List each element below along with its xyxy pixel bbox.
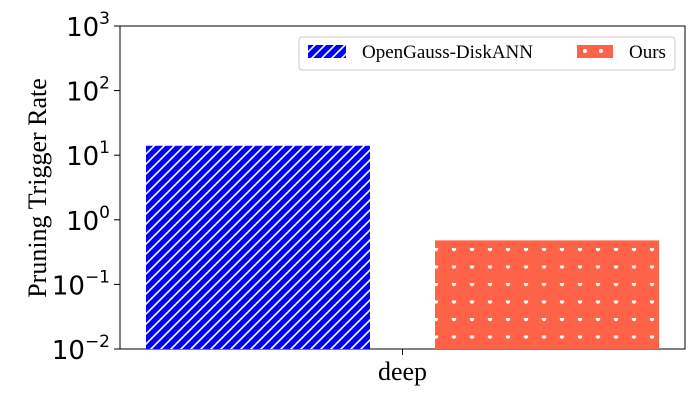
y-tick-exponent: −1	[85, 267, 110, 287]
bar-ours	[435, 240, 659, 349]
y-tick-base: 10	[52, 336, 85, 366]
x-axis: deep	[378, 349, 427, 386]
y-tick-label: 102	[66, 74, 110, 108]
bars-group	[146, 145, 659, 349]
y-tick-exponent: −2	[85, 332, 110, 352]
legend-swatch-ours	[577, 45, 613, 58]
y-tick-base: 10	[52, 271, 85, 301]
legend: OpenGauss-DiskANN Ours	[298, 36, 676, 71]
y-tick-exponent: 2	[99, 74, 110, 94]
y-tick-exponent: 0	[99, 203, 110, 223]
legend-label-opengauss: OpenGauss-DiskANN	[362, 42, 533, 63]
y-tick-base: 10	[66, 13, 99, 43]
y-tick-exponent: 1	[99, 138, 110, 158]
y-tick-label: 10−2	[52, 332, 110, 366]
y-tick-label: 10−1	[52, 267, 110, 301]
y-axis-title: Pruning Trigger Rate	[23, 78, 52, 298]
y-tick-exponent: 3	[99, 9, 110, 29]
y-tick-label: 100	[66, 203, 110, 237]
y-tick-base: 10	[66, 78, 99, 108]
bar-opengauss-diskann	[146, 145, 370, 349]
legend-label-ours: Ours	[629, 42, 666, 63]
y-tick-base: 10	[66, 207, 99, 237]
x-category-label: deep	[378, 357, 427, 386]
y-tick-label: 103	[66, 9, 110, 43]
legend-swatch-opengauss	[308, 45, 346, 58]
y-tick-label: 101	[66, 138, 110, 172]
y-tick-base: 10	[66, 142, 99, 172]
